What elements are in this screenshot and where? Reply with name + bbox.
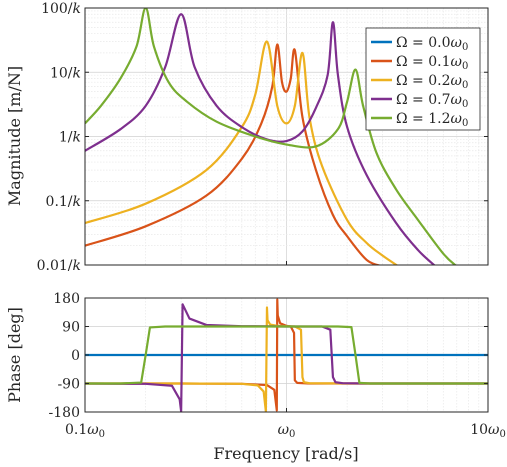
phase-series-line [85,298,488,412]
phase-curves [85,298,488,412]
phase-xtick-label: ω0 [278,422,296,440]
phase-xtick-label: 0.1ω0 [65,422,105,440]
legend-label: Ω = 0.7ω0 [396,92,468,110]
legend-label: Ω = 0.2ω0 [396,73,468,91]
magnitude-ytick-label: 100/k [41,1,81,17]
legend-label: Ω = 0.0ω0 [396,35,468,53]
phase-ylabel: Phase [deg] [5,307,24,403]
magnitude-ticks: 0.01/k 0.1/k 1/k 10/k 100/k [37,1,489,274]
phase-series-line [85,306,488,412]
phase-series-line [85,325,488,385]
phase-xtick-label: 10ω0 [470,422,506,440]
magnitude-series-line [85,43,382,265]
magnitude-ylabel: Magnitude [m/N] [5,66,24,206]
magnitude-curves [85,8,457,265]
magnitude-series-line [85,8,457,265]
magnitude-ytick-label: 0.1/k [46,194,81,210]
magnitude-ytick-label: 1/k [59,130,81,146]
frequency-xlabel: Frequency [rad/s] [213,444,358,463]
magnitude-ytick-label: 0.01/k [37,258,81,274]
magnitude-series-line [85,40,399,265]
legend-label: Ω = 0.1ω0 [396,54,468,72]
magnitude-series-line [85,13,436,265]
legend-label: Ω = 1.2ω0 [396,111,468,129]
magnitude-ytick-label: 10/k [50,65,81,81]
phase-ytick-label: 0 [71,348,80,364]
phase-ytick-label: 180 [53,291,80,307]
phase-ytick-label: -90 [57,377,80,393]
phase-ytick-label: 90 [62,320,80,336]
phase-ytick-label: -180 [49,405,80,421]
